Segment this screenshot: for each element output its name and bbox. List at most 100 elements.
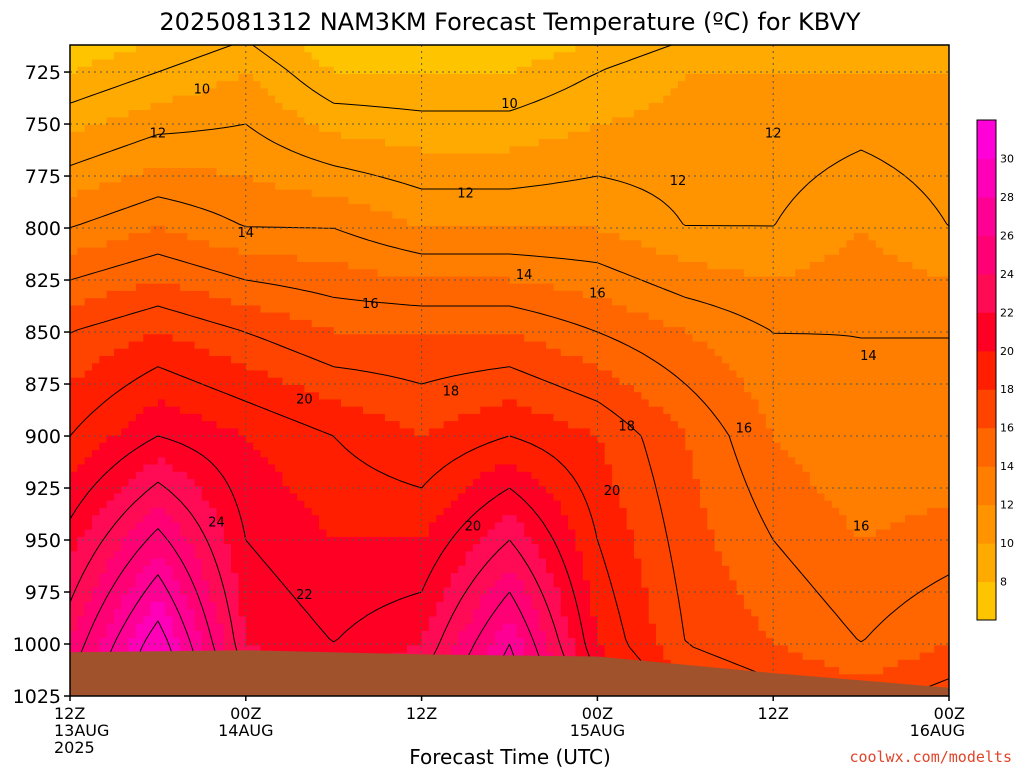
temperature-cell [99, 88, 108, 97]
temperature-cell [428, 413, 437, 422]
temperature-cell [165, 609, 174, 617]
temperature-cell [223, 319, 232, 328]
temperature-cell [84, 522, 93, 531]
temperature-cell [187, 168, 196, 176]
temperature-cell [443, 290, 452, 299]
temperature-cell [414, 413, 423, 422]
temperature-cell [304, 544, 313, 552]
temperature-cell [238, 616, 247, 625]
temperature-cell [319, 573, 327, 581]
temperature-cell [187, 189, 196, 198]
temperature-cell [436, 399, 445, 408]
temperature-cell [421, 544, 430, 552]
temperature-cell [355, 377, 364, 386]
temperature-cell [201, 587, 210, 596]
temperature-cell [165, 515, 174, 523]
temperature-cell [304, 486, 313, 494]
temperature-cell [421, 442, 430, 451]
temperature-cell [150, 95, 159, 104]
temperature-cell [385, 377, 393, 386]
temperature-cell [275, 486, 283, 494]
temperature-cell [421, 218, 430, 227]
temperature-cell [77, 211, 86, 220]
temperature-cell [143, 392, 152, 400]
temperature-cell [84, 399, 93, 408]
temperature-cell [253, 493, 261, 502]
temperature-cell [465, 146, 474, 155]
temperature-cell [194, 110, 203, 118]
temperature-cell [150, 225, 159, 234]
temperature-cell [333, 479, 342, 487]
temperature-cell [370, 88, 379, 97]
temperature-cell [231, 204, 239, 212]
temperature-cell [172, 522, 181, 531]
temperature-cell [253, 609, 261, 617]
temperature-cell [106, 623, 115, 632]
temperature-cell [238, 240, 247, 249]
temperature-cell [289, 630, 298, 639]
temperature-cell [260, 638, 269, 646]
temperature-cell [260, 334, 269, 343]
temperature-cell [443, 52, 452, 60]
temperature-cell [333, 88, 342, 97]
temperature-cell [465, 457, 474, 466]
temperature-cell [421, 630, 430, 639]
temperature-cell [319, 146, 327, 155]
temperature-cell [282, 450, 291, 458]
temperature-cell [223, 479, 232, 487]
temperature-cell [187, 609, 196, 617]
temperature-cell [414, 59, 423, 68]
temperature-cell [99, 276, 108, 285]
temperature-cell [333, 500, 342, 509]
temperature-cell [377, 153, 386, 162]
temperature-cell [289, 189, 298, 198]
temperature-cell [385, 240, 393, 249]
temperature-cell [407, 413, 415, 422]
temperature-cell [99, 544, 108, 552]
temperature-cell [157, 551, 166, 560]
temperature-cell [179, 146, 188, 155]
temperature-cell [99, 146, 108, 155]
temperature-cell [99, 493, 108, 502]
temperature-cell [114, 59, 122, 68]
temperature-cell [209, 529, 218, 538]
temperature-cell [77, 500, 86, 509]
temperature-cell [92, 385, 100, 393]
temperature-cell [355, 95, 364, 104]
temperature-cell [304, 493, 313, 502]
temperature-cell [363, 276, 371, 285]
temperature-cell [341, 399, 349, 408]
temperature-cell [260, 602, 269, 610]
temperature-cell [443, 348, 452, 357]
temperature-cell [443, 413, 452, 422]
temperature-cell [77, 262, 86, 270]
temperature-cell [70, 139, 78, 147]
temperature-cell [407, 645, 415, 654]
temperature-cell [407, 283, 415, 292]
temperature-cell [245, 131, 254, 140]
temperature-cell [289, 139, 298, 147]
temperature-cell [165, 442, 174, 451]
temperature-cell [143, 218, 152, 227]
temperature-cell [245, 283, 254, 292]
temperature-cell [114, 319, 122, 328]
temperature-cell [143, 168, 152, 176]
temperature-cell [289, 45, 298, 53]
temperature-cell [231, 139, 239, 147]
temperature-cell [377, 276, 386, 285]
temperature-cell [428, 565, 437, 574]
temperature-cell [304, 102, 313, 111]
temperature-cell [304, 211, 313, 220]
temperature-cell [172, 117, 181, 126]
temperature-cell [289, 218, 298, 227]
temperature-cell [282, 254, 291, 263]
temperature-cell [348, 196, 357, 205]
temperature-cell [348, 623, 357, 632]
temperature-cell [399, 587, 408, 596]
temperature-cell [465, 486, 474, 494]
temperature-cell [399, 189, 408, 198]
temperature-cell [428, 421, 437, 429]
temperature-cell [297, 218, 305, 227]
temperature-cell [458, 602, 467, 610]
temperature-cell [355, 623, 364, 632]
